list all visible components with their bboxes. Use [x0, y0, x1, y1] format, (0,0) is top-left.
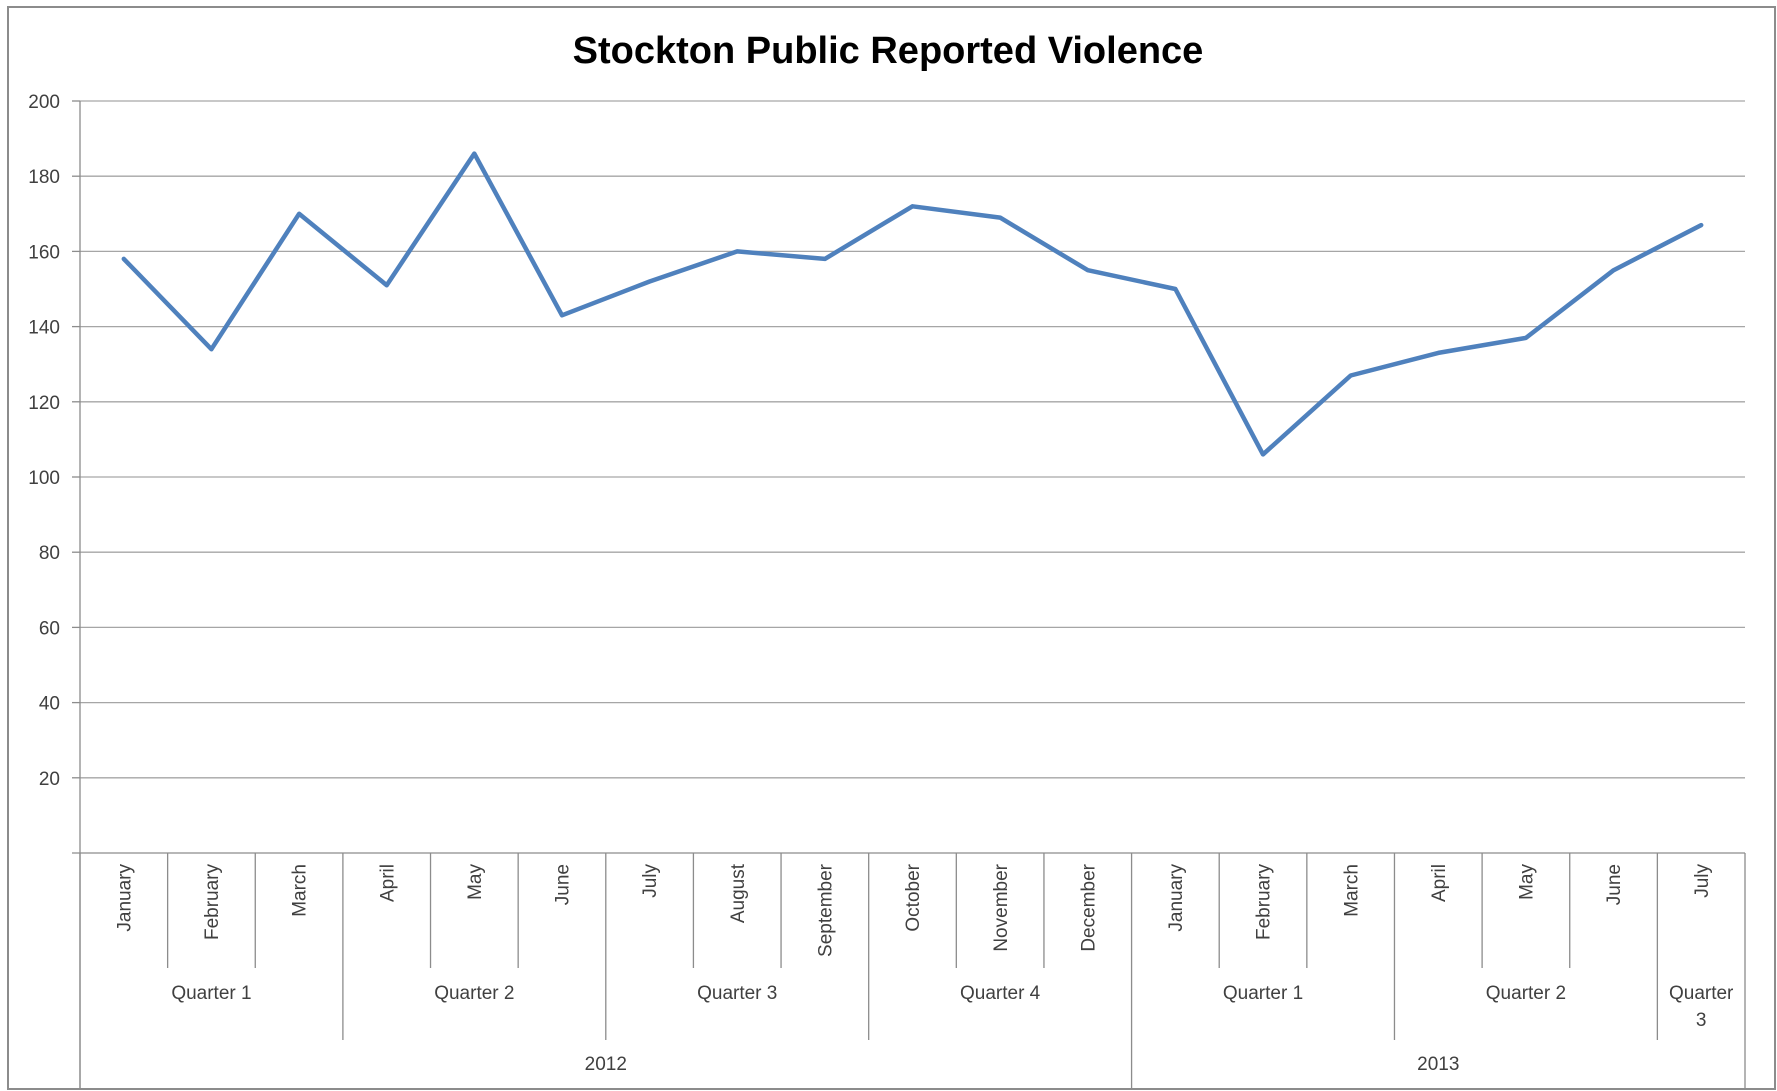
data-point [560, 313, 564, 317]
data-point [735, 249, 739, 253]
y-tick-label: 140 [28, 318, 60, 339]
axes [72, 100, 1746, 1088]
month-label: September [816, 863, 837, 957]
y-tick-label: 20 [39, 769, 60, 790]
month-label: January [1166, 864, 1187, 932]
y-tick-label: 100 [28, 468, 60, 489]
chart-frame [7, 6, 1776, 1090]
month-label: July [1692, 864, 1713, 898]
y-tick-label: 180 [28, 167, 60, 188]
y-tick-labels: 20 40 60 80 100 120 140 160 180 200 [28, 92, 60, 790]
month-label: July [640, 864, 661, 898]
month-label: November [991, 863, 1012, 951]
quarter-label: Quarter 1 [1223, 983, 1303, 1004]
data-point [1173, 287, 1177, 291]
month-label: December [1078, 863, 1099, 951]
y-tick-label: 40 [39, 694, 60, 715]
quarter-label: Quarter 4 [960, 983, 1041, 1004]
quarter-label: 3 [1696, 1010, 1707, 1031]
data-point [823, 257, 827, 261]
y-tick-label: 80 [39, 543, 60, 564]
data-point [648, 279, 652, 283]
month-label: October [903, 863, 924, 931]
data-point [911, 204, 914, 208]
month-label: August [728, 863, 749, 923]
y-tick-label: 60 [39, 618, 60, 639]
y-tick-label: 160 [28, 242, 60, 263]
data-point [998, 216, 1002, 220]
data-point [1086, 268, 1090, 272]
month-label: January [114, 864, 135, 932]
data-point [209, 347, 213, 351]
data-point [1436, 351, 1440, 355]
gridlines [80, 100, 1745, 779]
series-line [121, 151, 1704, 457]
quarter-label: Quarter 1 [171, 983, 251, 1004]
quarter-label: Quarter [1669, 983, 1734, 1004]
data-point [385, 283, 389, 287]
month-label: June [553, 864, 574, 905]
data-point [1349, 373, 1353, 377]
data-point [1699, 223, 1703, 227]
year-label: 2013 [1417, 1054, 1459, 1075]
chart-title: Stockton Public Reported Violence [573, 30, 1204, 72]
x-category-labels: January February March April May June July Augu… [114, 863, 1734, 1075]
data-point [472, 152, 476, 156]
month-label: February [1254, 864, 1275, 941]
data-point [1612, 268, 1616, 272]
month-label: May [465, 864, 486, 900]
month-label: April [377, 864, 398, 902]
y-tick-label: 200 [28, 92, 60, 113]
month-label: February [202, 864, 223, 941]
y-tick-label: 120 [28, 393, 60, 414]
data-point [297, 212, 301, 216]
data-point [122, 257, 126, 261]
month-label: March [290, 864, 311, 917]
data-point [1524, 336, 1528, 340]
month-label: May [1517, 864, 1538, 900]
series-layer [121, 151, 1704, 457]
year-label: 2012 [585, 1054, 627, 1075]
data-point [1261, 452, 1265, 456]
quarter-label: Quarter 3 [697, 983, 777, 1004]
quarter-label: Quarter 2 [434, 983, 514, 1004]
month-label: March [1341, 864, 1362, 917]
month-label: June [1604, 864, 1625, 905]
quarter-label: Quarter 2 [1486, 983, 1566, 1004]
month-label: April [1429, 864, 1450, 902]
